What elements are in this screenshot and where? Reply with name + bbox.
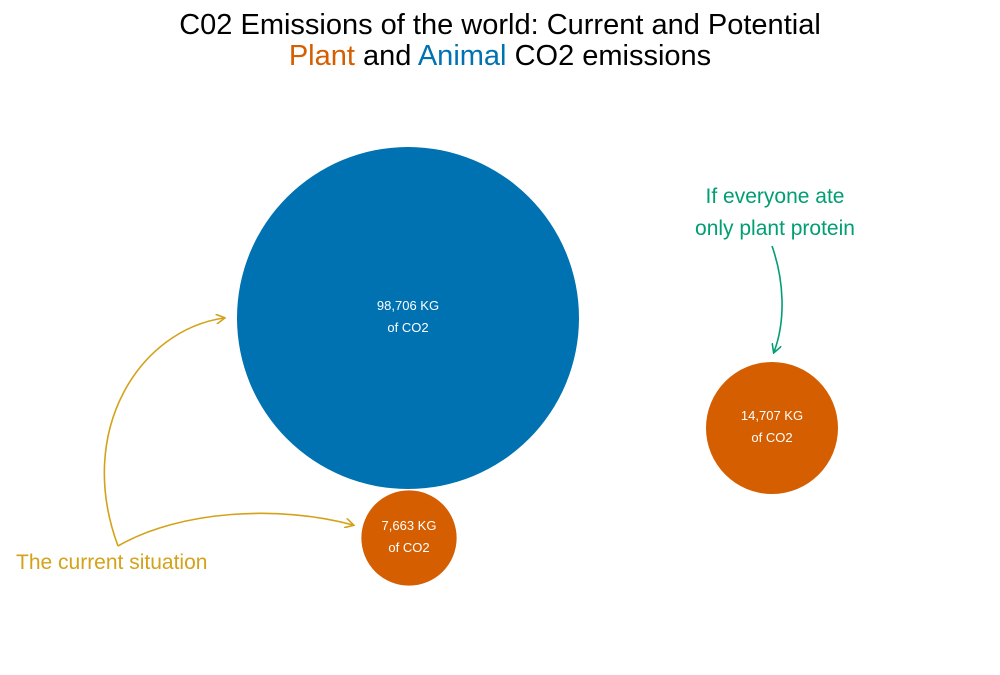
potential-arrow	[771, 245, 783, 352]
legend-animal-word: Animal	[417, 40, 507, 72]
bubble-label-current-plant-line2: of CO2	[388, 540, 429, 555]
bubble-current-plant	[361, 490, 457, 586]
legend-plant-word: Plant	[288, 40, 355, 72]
potential-annotation-line2: only plant protein	[695, 217, 855, 240]
bubble-label-current-animal-line2: of CO2	[387, 320, 428, 335]
chart-title-line1: C02 Emissions of the world: Current and …	[179, 9, 821, 41]
bubble-potential-plant	[705, 361, 839, 495]
current-arrow-to-animal	[103, 318, 224, 547]
bubble-current-animal	[237, 147, 579, 489]
bubble-label-potential-plant-line1: 14,707 KG	[741, 408, 803, 423]
bubble-label-current-animal-line1: 98,706 KG	[377, 298, 439, 313]
bubble-label-potential-plant-line2: of CO2	[751, 430, 792, 445]
subtitle-and: and	[362, 40, 412, 72]
current-situation-annotation: The current situation	[16, 551, 207, 574]
chart-subtitle: Plant and Animal CO2 emissions	[0, 40, 1000, 72]
current-arrow-to-plant	[117, 512, 353, 547]
potential-annotation-line1: If everyone ate	[706, 185, 845, 208]
bubbles-group: 98,706 KG of CO2 7,663 KG of CO2 14,707 KG of…	[237, 147, 839, 586]
chart-title: C02 Emissions of the world: Current and …	[0, 9, 1000, 41]
bubble-label-current-plant-line1: 7,663 KG	[382, 518, 437, 533]
subtitle-emissions: CO2 emissions	[514, 40, 712, 72]
